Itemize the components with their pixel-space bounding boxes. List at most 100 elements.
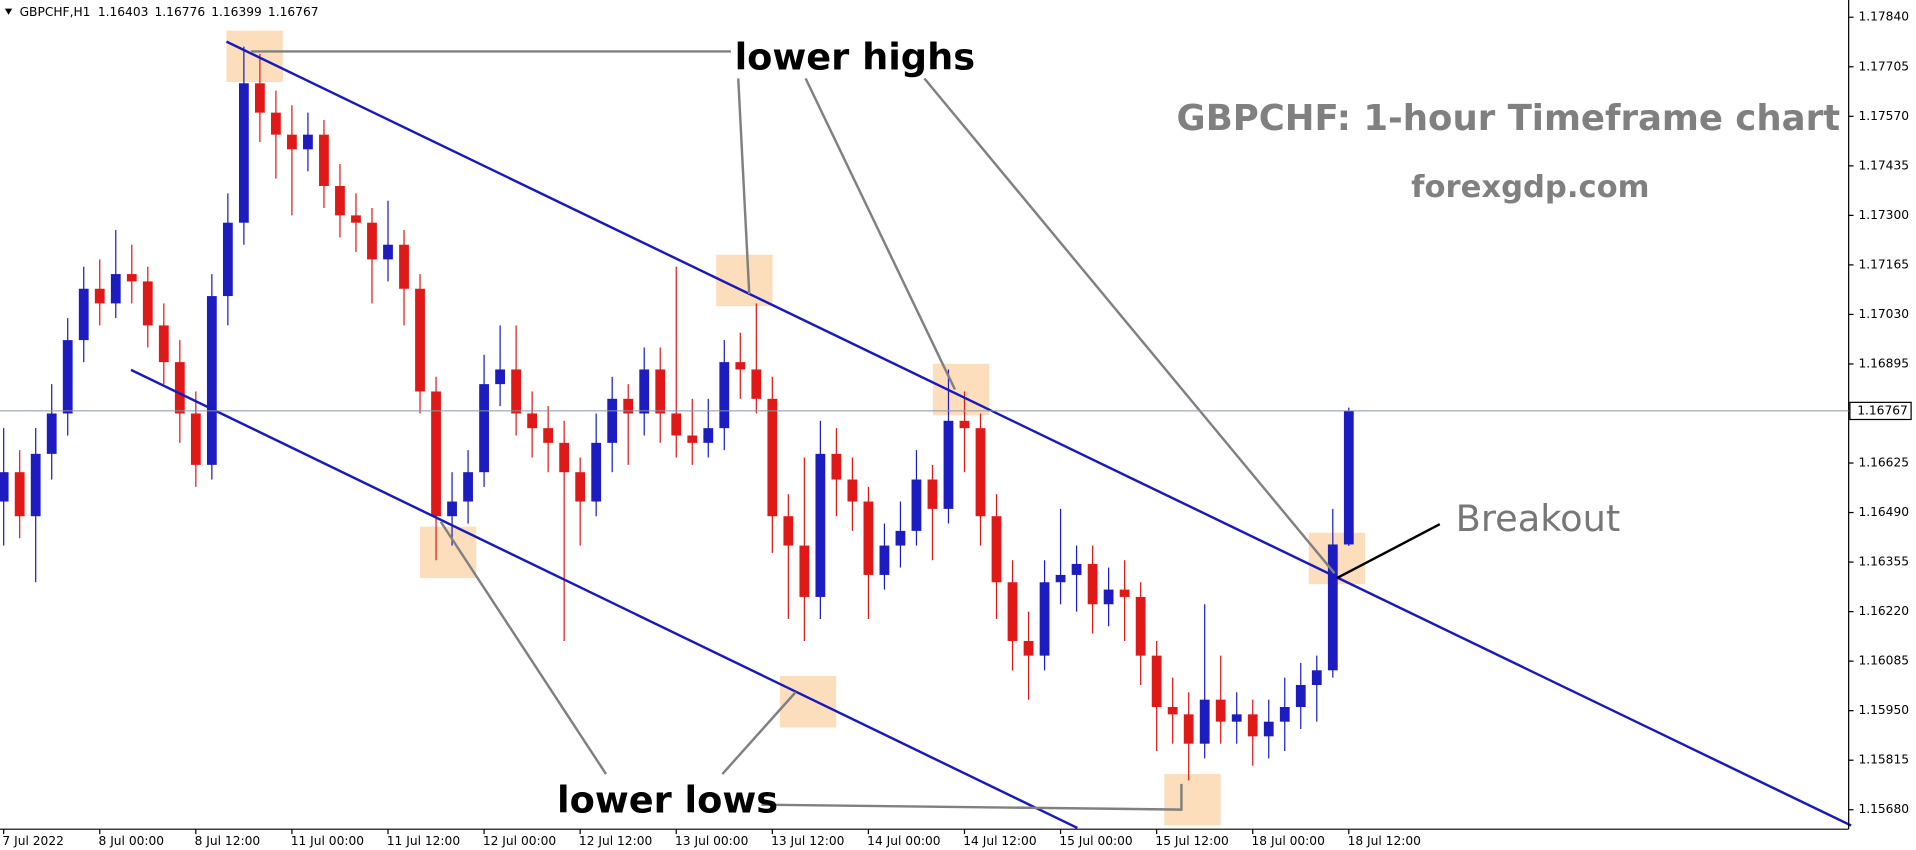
candle-body [1215, 699, 1226, 722]
current-price-box [1849, 401, 1912, 421]
candle-body [959, 420, 970, 429]
x-tick-label: 14 Jul 12:00 [963, 834, 1036, 848]
y-tick-label: 1.17705 [1858, 59, 1909, 73]
y-tick-label: 1.16490 [1858, 505, 1909, 519]
candle-body [623, 398, 634, 414]
candle-body [1087, 563, 1098, 605]
y-tick-label: 1.15950 [1858, 703, 1909, 717]
candle-body [254, 83, 265, 113]
candle-body [783, 516, 794, 546]
candle-body [1039, 582, 1050, 656]
candle-body [655, 369, 666, 414]
candle-body [479, 384, 489, 473]
candle-body [1263, 721, 1274, 737]
candle-body [1007, 582, 1018, 641]
candle-body [735, 362, 746, 370]
y-tick-label: 1.15680 [1858, 802, 1909, 816]
candle-body [1167, 707, 1178, 715]
candle-body [206, 296, 217, 465]
candle-body [511, 369, 522, 414]
pointer-line [721, 691, 797, 775]
x-tick-label: 18 Jul 00:00 [1252, 834, 1325, 848]
candle-body [14, 472, 25, 517]
highlight-box [779, 676, 837, 728]
y-tick-label: 1.16220 [1858, 604, 1909, 618]
candle-body [1343, 410, 1354, 545]
candle-body [110, 274, 121, 304]
candle-body [158, 325, 169, 363]
pointer-line [737, 78, 751, 295]
x-tick-label: 7 Jul 2022 [2, 834, 63, 848]
y-tick-label: 1.16355 [1858, 555, 1909, 569]
pointer-line [804, 77, 957, 391]
candle-body [190, 413, 201, 465]
highlight-box [1164, 774, 1221, 826]
candle-body [78, 288, 89, 341]
candle-body [1247, 714, 1258, 737]
x-tick-label: 8 Jul 00:00 [99, 834, 165, 848]
candle-body [975, 428, 986, 517]
x-tick-label: 14 Jul 00:00 [867, 834, 940, 848]
candle-body [927, 479, 938, 509]
breakout-pointer [1336, 523, 1441, 580]
x-tick-label: 18 Jul 12:00 [1348, 834, 1421, 848]
candle-body [943, 420, 954, 509]
candle-body [415, 288, 425, 392]
candle-body [431, 391, 441, 517]
candle-body [351, 215, 361, 223]
candle-body [303, 134, 313, 150]
candle-body [46, 413, 57, 454]
candle-body [335, 186, 345, 216]
candle-body [847, 479, 858, 502]
x-tick-label: 11 Jul 12:00 [387, 834, 460, 848]
candle-body [174, 362, 185, 414]
candle-body [447, 501, 457, 517]
x-tick-label: 13 Jul 00:00 [675, 834, 748, 848]
candle-body [687, 435, 698, 443]
candle-body [815, 453, 826, 597]
candle-body [1327, 544, 1338, 671]
candle-body [1311, 670, 1322, 685]
candle-body [1295, 684, 1306, 708]
y-tick-label: 1.17300 [1858, 208, 1909, 222]
highlight-box [716, 254, 773, 307]
candle-body [94, 288, 105, 304]
header-symbol: GBPCHF,H1 [20, 5, 91, 19]
y-tick-label: 1.16625 [1858, 456, 1909, 470]
header: GBPCHF,H1 1.16403 1.16776 1.16399 1.16767 [20, 5, 319, 19]
candle-body [863, 501, 874, 575]
candle-body [463, 472, 473, 502]
candle-body [1199, 699, 1210, 744]
x-tick-label: 15 Jul 12:00 [1155, 834, 1228, 848]
upper-trendline [225, 40, 1852, 827]
candle-body [1279, 707, 1290, 722]
candle-body [751, 369, 762, 399]
candle-body [879, 545, 890, 575]
x-tick-label: 11 Jul 00:00 [291, 834, 364, 848]
y-tick-label: 1.16895 [1858, 356, 1909, 370]
candle-body [0, 472, 9, 502]
candle-body [639, 369, 650, 414]
candle-body [1071, 563, 1082, 575]
candle-body [527, 413, 538, 429]
y-tick-label: 1.17165 [1858, 257, 1909, 271]
candle-body [575, 472, 586, 502]
candle-body [911, 479, 922, 531]
chart-subtitle: forexgdp.com [1411, 170, 1649, 205]
candle-body [1231, 714, 1242, 722]
candle-body [271, 112, 281, 135]
candle-body [287, 134, 297, 150]
x-tick-label: 12 Jul 00:00 [483, 834, 556, 848]
candle-body [719, 362, 730, 429]
y-tick-label: 1.17570 [1858, 109, 1909, 123]
lower-trendline [130, 368, 1078, 830]
annotation-lower-highs: lower highs [735, 35, 975, 78]
candle-body [126, 274, 137, 282]
candle-body [1151, 655, 1162, 708]
candle-body [543, 428, 554, 443]
header-close: 1.16767 [268, 5, 319, 19]
candle-body [559, 442, 570, 473]
annotation-breakout: Breakout [1456, 497, 1621, 540]
